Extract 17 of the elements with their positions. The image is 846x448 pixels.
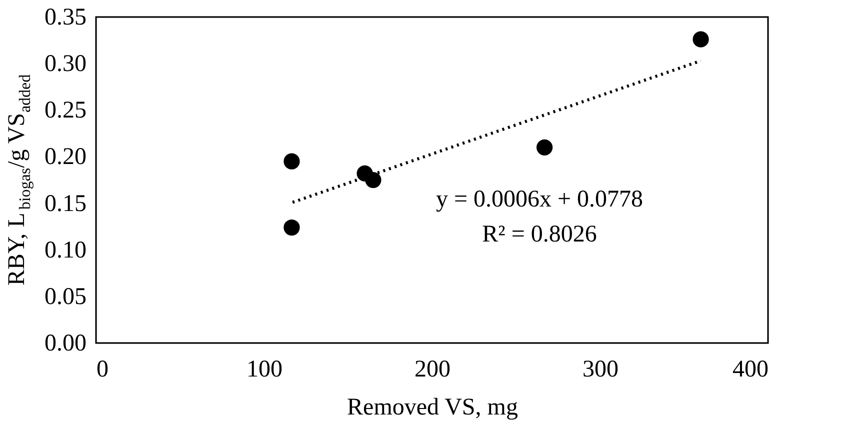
- y-tick-label: 0.35: [44, 4, 86, 30]
- y-tick-label: 0.10: [44, 237, 86, 264]
- x-axis-title: Removed VS, mg: [347, 394, 518, 420]
- x-tick-label: 400: [732, 356, 768, 382]
- x-tick-label: 0: [96, 356, 108, 382]
- y-axis-title: RBY, Lbiogas/g VSadded: [4, 74, 34, 286]
- y-tick-label: 0.15: [44, 190, 86, 217]
- annotation: y = 0.0006x + 0.0778: [436, 186, 644, 213]
- y-tick-label: 0.00: [44, 330, 86, 356]
- y-tick-label: 0.30: [44, 51, 86, 78]
- y-tick-label: 0.20: [44, 144, 86, 170]
- x-tick-label: 100: [246, 356, 282, 382]
- x-tick-label: 200: [414, 356, 450, 382]
- y-tick-label: 0.05: [44, 284, 86, 310]
- x-tick-label: 300: [582, 356, 618, 382]
- y-tick-label: 0.25: [44, 98, 86, 124]
- annotation: R² = 0.8026: [482, 222, 597, 248]
